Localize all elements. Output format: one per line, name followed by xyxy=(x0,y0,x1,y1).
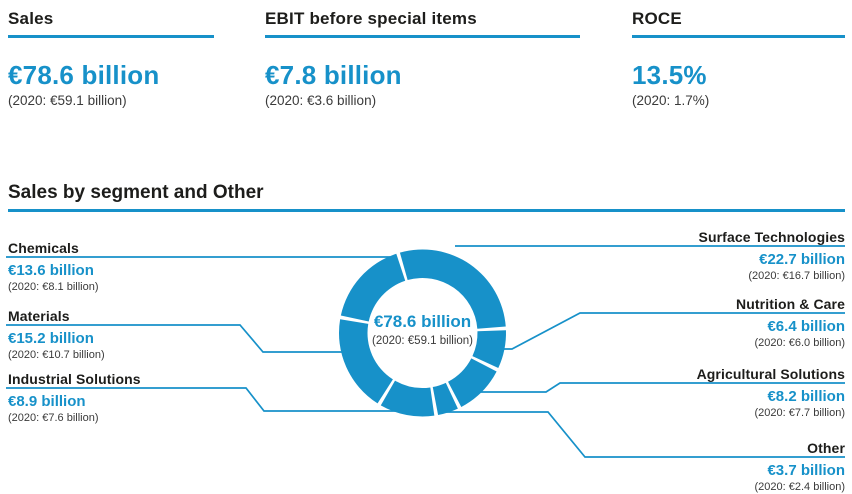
kpi-ebit-value: €7.8 billion xyxy=(265,60,402,90)
kpi-ebit-prior: (2020: €3.6 billion) xyxy=(265,93,377,108)
segment-title: Nutrition & Care xyxy=(736,296,845,312)
kpi-sales: Sales €78.6 billion (2020: €59.1 billion… xyxy=(8,8,214,109)
donut-slice-surface-technologies xyxy=(399,249,506,329)
segment-label-other: Other €3.7 billion (2020: €2.4 billion) xyxy=(585,440,845,494)
kpi-roce-prior: (2020: 1.7%) xyxy=(632,93,710,108)
section-underline xyxy=(8,209,845,212)
segment-prior: (2020: €10.7 billion) xyxy=(8,349,105,361)
segment-prior: (2020: €7.6 billion) xyxy=(8,412,99,424)
segment-prior: (2020: €16.7 billion) xyxy=(748,270,845,282)
donut-slice-agricultural-solutions xyxy=(448,358,497,407)
kpi-sales-underline xyxy=(8,35,214,38)
segment-label-materials: Materials €15.2 billion (2020: €10.7 bil… xyxy=(8,308,238,362)
segment-value: €8.2 billion xyxy=(767,388,845,405)
kpi-ebit: EBIT before special items €7.8 billion (… xyxy=(265,8,580,109)
segment-label-surface-technologies: Surface Technologies €22.7 billion (2020… xyxy=(585,229,845,283)
donut-slice-nutrition-care xyxy=(472,330,507,369)
donut-center-label: €78.6 billion (2020: €59.1 billion) xyxy=(332,312,513,348)
segment-prior: (2020: €7.7 billion) xyxy=(754,407,845,419)
segment-prior: (2020: €2.4 billion) xyxy=(754,481,845,493)
segment-label-nutrition-care: Nutrition & Care €6.4 billion (2020: €6.… xyxy=(585,296,845,350)
kpi-sales-prior: (2020: €59.1 billion) xyxy=(8,93,127,108)
donut-slice-industrial-solutions xyxy=(380,380,435,417)
segment-title: Materials xyxy=(8,308,70,324)
segment-value: €15.2 billion xyxy=(8,330,94,347)
connector-industrial xyxy=(6,387,400,412)
kpi-roce-underline xyxy=(632,35,845,38)
segment-label-industrial-solutions: Industrial Solutions €8.9 billion (2020:… xyxy=(8,371,238,425)
donut-total-value: €78.6 billion xyxy=(373,312,472,331)
connector-other xyxy=(446,411,845,458)
kpi-sales-title: Sales xyxy=(8,9,54,28)
segment-title: Industrial Solutions xyxy=(8,371,141,387)
kpi-roce-value: 13.5% xyxy=(632,60,707,90)
segment-value: €6.4 billion xyxy=(767,318,845,335)
kpi-ebit-underline xyxy=(265,35,580,38)
connector-agricultural xyxy=(478,382,845,393)
segment-label-agricultural-solutions: Agricultural Solutions €8.2 billion (202… xyxy=(585,366,845,420)
kpi-sales-value: €78.6 billion xyxy=(8,60,160,90)
kpi-roce: ROCE 13.5% (2020: 1.7%) xyxy=(632,8,845,109)
kpi-roce-title: ROCE xyxy=(632,9,682,28)
segment-title: Chemicals xyxy=(8,240,79,256)
segment-value: €22.7 billion xyxy=(759,251,845,268)
segment-connector-lines xyxy=(6,245,845,458)
segment-prior: (2020: €8.1 billion) xyxy=(8,281,99,293)
donut-slice-other xyxy=(432,382,458,416)
connector-materials xyxy=(6,324,348,353)
segment-prior: (2020: €6.0 billion) xyxy=(754,337,845,349)
segment-title: Surface Technologies xyxy=(698,229,845,245)
donut-total-prior: (2020: €59.1 billion) xyxy=(371,335,473,347)
segment-title: Agricultural Solutions xyxy=(696,366,845,382)
donut-slice-chemicals xyxy=(340,253,406,322)
segment-label-chemicals: Chemicals €13.6 billion (2020: €8.1 bill… xyxy=(8,240,238,294)
donut-slice-materials xyxy=(338,319,393,404)
segment-value: €3.7 billion xyxy=(767,462,845,479)
segment-value: €8.9 billion xyxy=(8,393,86,410)
kpi-ebit-title: EBIT before special items xyxy=(265,9,477,28)
segment-title: Other xyxy=(807,440,845,456)
segment-value: €13.6 billion xyxy=(8,262,94,279)
donut-slices xyxy=(338,249,507,417)
section-title: Sales by segment and Other xyxy=(8,182,264,203)
